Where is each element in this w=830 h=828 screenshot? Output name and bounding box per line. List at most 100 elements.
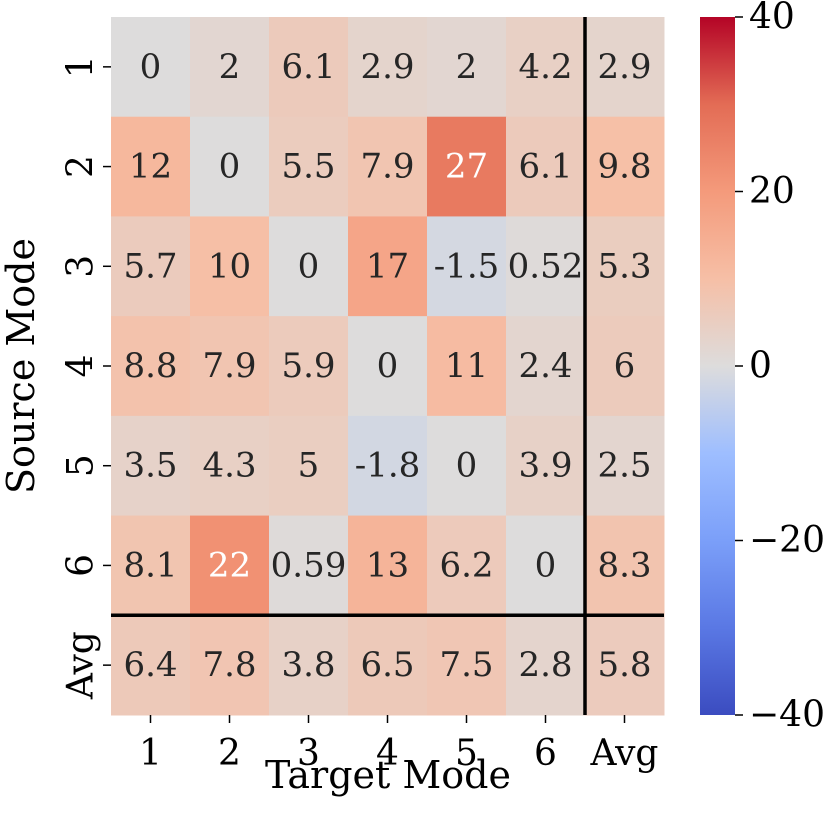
cell-value-label: 0	[535, 545, 557, 585]
heatmap-cell	[111, 316, 191, 417]
x-axis-ticks: 1 2 3 4 5 6 Avg	[139, 715, 658, 774]
cell-value-label: 7.9	[360, 147, 414, 187]
colorbar-tick-label: 20	[749, 171, 795, 212]
heatmap-cell	[427, 615, 507, 716]
cell-value-label: 6.5	[360, 645, 414, 685]
heatmap-cell	[427, 116, 507, 217]
heatmap-cell	[506, 615, 586, 716]
cell-value-label: 8.3	[597, 545, 651, 585]
cell-value-label: 7.5	[439, 645, 493, 685]
heatmap-cell	[506, 415, 586, 517]
cell-value-label: 5.5	[281, 147, 335, 187]
heatmap-cell	[269, 415, 349, 517]
x-tick-label: 4	[376, 733, 399, 774]
cell-value-label: -1.5	[434, 246, 500, 286]
heatmap-cell	[190, 316, 270, 417]
y-tick-label: 2	[61, 155, 102, 178]
colorbar-tick-label: −40	[749, 695, 825, 736]
cell-value-label: 3.9	[518, 446, 572, 486]
cell-value-label: 13	[366, 545, 409, 585]
heatmap-cell	[427, 415, 507, 517]
heatmap-cell	[111, 216, 191, 317]
heatmap-cell	[269, 615, 349, 716]
heatmap-cell	[190, 17, 270, 118]
heatmap-cell	[506, 17, 586, 118]
cell-value-label: 8.8	[123, 346, 177, 386]
cell-value-label: 5	[298, 446, 320, 486]
heatmap-cell	[111, 415, 191, 517]
heatmap-cell	[269, 316, 349, 417]
colorbar-tick-label: −20	[749, 520, 825, 561]
colorbar-tick-label: 0	[749, 346, 772, 387]
cell-value-labels: 0 2 6.1 2.9 2 4.2 2.9 12 0 5.5 7.9 27 6.1 9.8 5.7 10 0 17…	[123, 47, 651, 685]
heatmap-cell	[269, 17, 349, 118]
cell-value-label: 12	[129, 147, 172, 187]
cell-value-label: 17	[366, 246, 409, 286]
heatmap-cell	[190, 216, 270, 317]
x-tick-label: 1	[139, 733, 162, 774]
cell-value-label: 9.8	[597, 147, 651, 187]
cell-value-label: 0	[140, 47, 162, 87]
cell-value-label: 22	[208, 545, 251, 585]
y-axis-ticks: 1 2 3 4 5 6 Avg	[61, 55, 111, 700]
cell-value-label: 6.2	[439, 545, 493, 585]
cell-value-label: 0.59	[271, 545, 347, 585]
heatmap-cell	[585, 615, 665, 716]
heatmap-cell	[585, 116, 665, 217]
heatmap-cell	[427, 316, 507, 417]
heatmap-cell	[190, 415, 270, 517]
cell-value-label: 6	[614, 346, 636, 386]
cell-value-label: 0	[298, 246, 320, 286]
separator-lines	[111, 17, 664, 715]
cell-value-label: 5.7	[123, 246, 177, 286]
y-tick-label: 6	[61, 554, 102, 577]
cell-value-label: 6.1	[518, 147, 572, 187]
cell-value-label: 4.3	[202, 446, 256, 486]
heatmap-cell	[506, 515, 586, 616]
cell-value-label: 4.2	[518, 47, 572, 87]
heatmap-cell	[585, 415, 665, 517]
cell-value-label: 0	[456, 446, 478, 486]
heatmap-cell	[190, 116, 270, 217]
cell-value-label: 27	[445, 147, 488, 187]
cell-value-label: 3.8	[281, 645, 335, 685]
cell-value-label: 8.1	[123, 545, 177, 585]
cell-value-label: 2.9	[597, 47, 651, 87]
cell-value-label: 2.5	[597, 446, 651, 486]
cell-value-label: 7.8	[202, 645, 256, 685]
cell-value-label: 2.4	[518, 346, 572, 386]
x-tick-label: 2	[218, 733, 241, 774]
heatmap-cell	[348, 515, 428, 616]
heatmap-cell	[585, 17, 665, 118]
colorbar-gradient	[700, 17, 735, 715]
heatmap-cell	[427, 515, 507, 616]
heatmap-cell	[506, 316, 586, 417]
colorbar-ticks: 40 20 0 −20 −40	[735, 0, 825, 736]
cell-value-label: 2.9	[360, 47, 414, 87]
heatmap-cell	[506, 216, 586, 317]
cell-value-label: 2	[456, 47, 478, 87]
heatmap-cell	[348, 615, 428, 716]
x-axis-label: Target Mode	[265, 753, 511, 797]
heatmap-cell	[269, 116, 349, 217]
heatmap-cell	[348, 17, 428, 118]
heatmap-cell	[269, 515, 349, 616]
heatmap-cell	[269, 216, 349, 317]
heatmap-cell	[427, 17, 507, 118]
cell-value-label: 7.9	[202, 346, 256, 386]
cell-value-label: 6.1	[281, 47, 335, 87]
cell-value-label: 0.52	[508, 246, 584, 286]
heatmap-cell	[111, 116, 191, 217]
y-tick-label: Avg	[61, 631, 102, 700]
heatmap-cell	[348, 116, 428, 217]
cell-value-label: 3.5	[123, 446, 177, 486]
x-tick-label: 3	[297, 733, 320, 774]
y-tick-label: 5	[61, 454, 102, 477]
cell-value-label: 5.3	[597, 246, 651, 286]
heatmap-cell	[348, 316, 428, 417]
y-tick-label: 3	[61, 255, 102, 278]
heatmap-cell	[585, 316, 665, 417]
heatmap-cell	[585, 515, 665, 616]
x-tick-label: Avg	[590, 733, 659, 774]
